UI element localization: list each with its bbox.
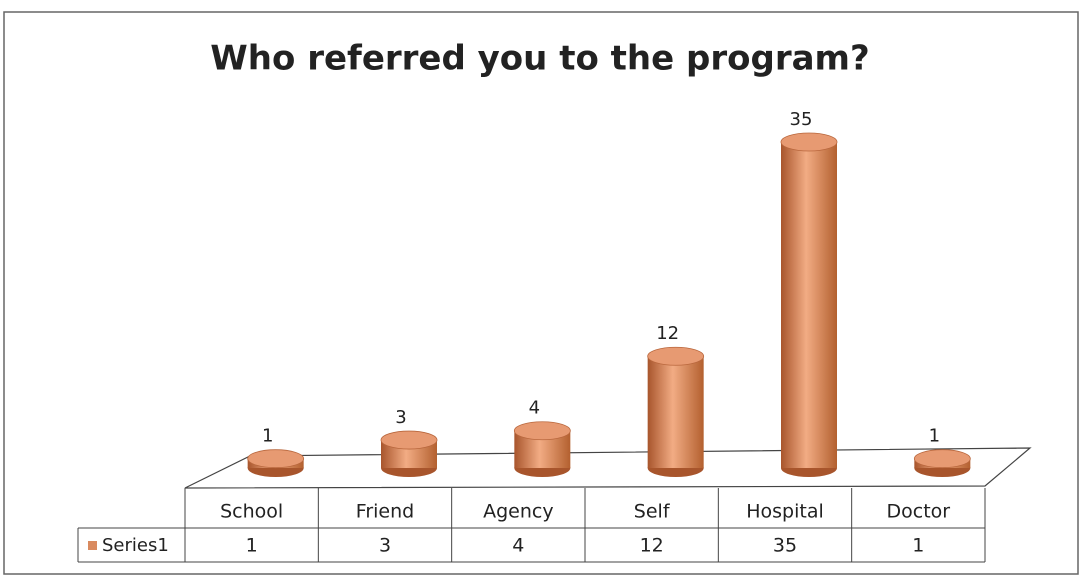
cylinder-top xyxy=(380,430,438,450)
category-label: Self xyxy=(634,501,671,523)
data-label: 1 xyxy=(262,426,273,447)
cylinder-top xyxy=(647,346,705,366)
data-label: 4 xyxy=(529,398,540,419)
category-label: Friend xyxy=(356,501,414,523)
legend-label: Series1 xyxy=(102,535,169,556)
table-value: 3 xyxy=(379,535,391,557)
cylinder-top xyxy=(513,421,571,441)
table-value: 1 xyxy=(246,535,258,557)
category-label: Agency xyxy=(483,501,553,523)
bar xyxy=(647,356,704,468)
data-label: 35 xyxy=(790,109,813,130)
cylinder-top xyxy=(247,449,305,469)
legend-swatch xyxy=(88,541,97,550)
data-label: 1 xyxy=(929,426,940,447)
table-value: 12 xyxy=(640,535,664,557)
data-label: 3 xyxy=(395,407,406,428)
table-value: 1 xyxy=(912,535,924,557)
category-label: School xyxy=(220,501,283,523)
table-value: 35 xyxy=(773,535,797,557)
category-label: Doctor xyxy=(887,501,951,523)
cylinder-top xyxy=(780,132,838,152)
chart-title: Who referred you to the program? xyxy=(210,39,869,79)
cylinder-top xyxy=(913,449,971,469)
bar xyxy=(781,142,837,468)
category-label: Hospital xyxy=(746,501,824,523)
frame xyxy=(3,11,1079,575)
table-value: 4 xyxy=(512,535,524,557)
data-label: 12 xyxy=(656,323,679,344)
